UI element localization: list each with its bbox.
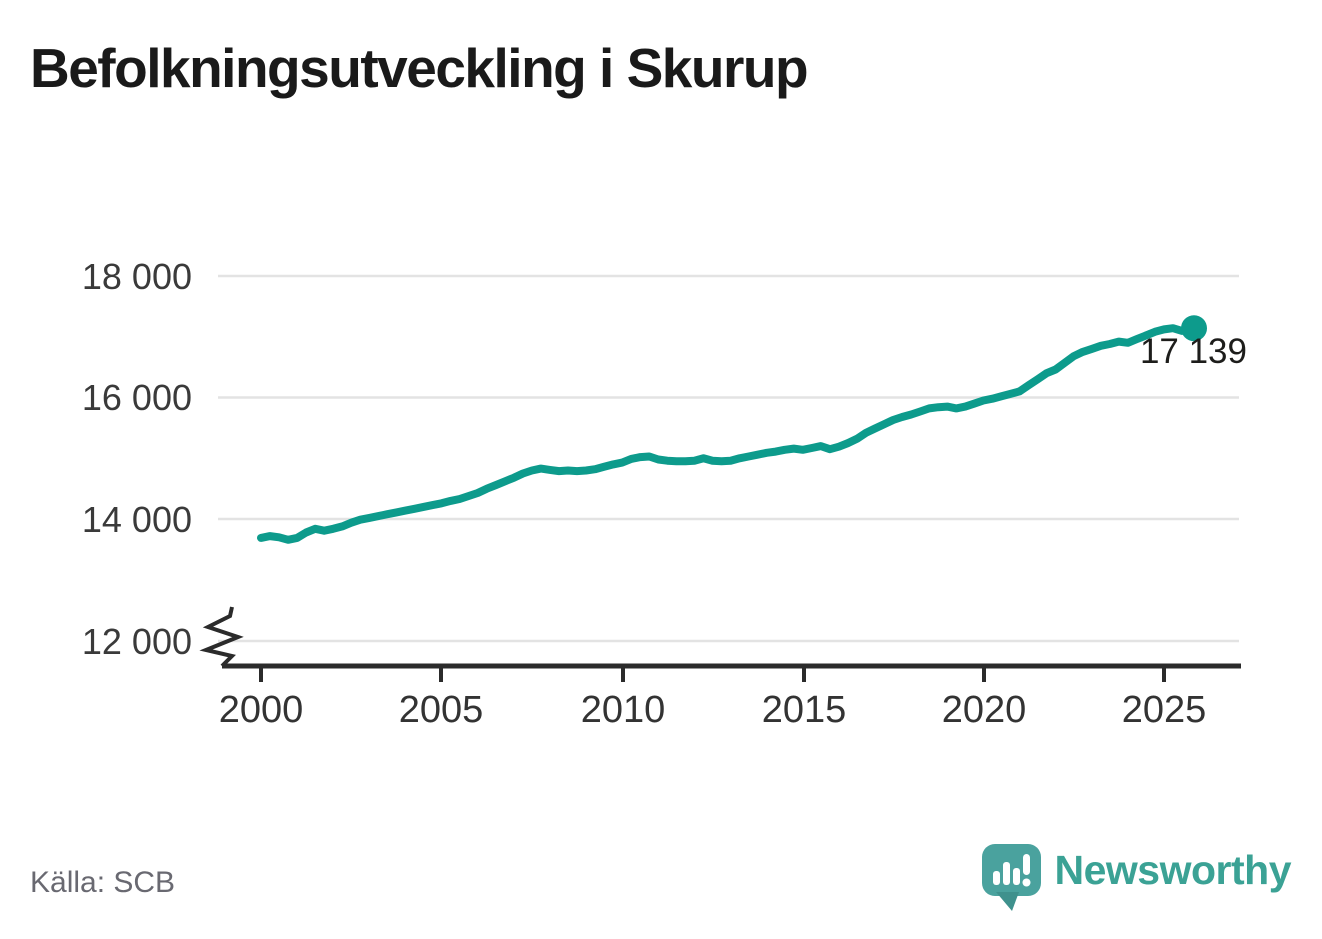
end-value-label: 17 139 (1140, 332, 1247, 371)
chart-title: Befolkningsutveckling i Skurup (30, 37, 809, 99)
x-tick-label: 2005 (399, 689, 484, 731)
y-tick-label: 16 000 (82, 377, 192, 418)
x-tick-label: 2015 (762, 689, 847, 731)
y-tick-label: 18 000 (82, 256, 192, 297)
source-caption: Källa: SCB (30, 866, 176, 899)
x-axis-labels: 2000 2005 2010 2015 2020 2025 (219, 689, 1207, 731)
x-tick-label: 2020 (942, 689, 1027, 731)
x-tick-label: 2010 (581, 689, 666, 731)
gridlines (218, 274, 1239, 643)
series-end-dot (1181, 315, 1207, 342)
y-axis-labels: 18 000 16 000 14 000 12 000 (82, 256, 192, 662)
newsworthy-wordmark: Newsworthy (1054, 847, 1292, 893)
x-tick-label: 2000 (219, 689, 304, 731)
newsworthy-logo: Newsworthy (981, 843, 1292, 912)
newsworthy-logo-icon (981, 844, 1041, 911)
axis-break-icon (199, 606, 244, 668)
x-axis (199, 606, 1241, 682)
y-tick-label: 12 000 (82, 621, 192, 662)
population-series-line (257, 324, 1198, 544)
y-tick-label: 14 000 (82, 499, 192, 540)
x-tick-label: 2025 (1122, 689, 1207, 731)
